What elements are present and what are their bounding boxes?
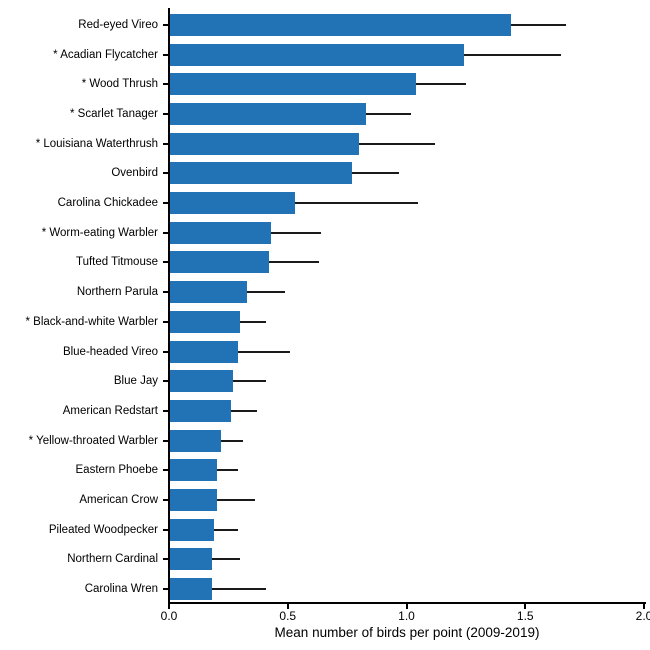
y-axis-tick (163, 409, 168, 412)
y-axis-line (168, 8, 170, 604)
error-bar (230, 409, 257, 412)
x-tick-label: 2.0 (635, 609, 650, 623)
category-label: * Wood Thrush (81, 78, 158, 91)
bar (170, 192, 295, 215)
bar (170, 132, 359, 155)
y-axis-tick (163, 231, 168, 234)
x-axis-tick (286, 604, 289, 609)
error-bar (271, 231, 321, 234)
y-axis-tick (163, 528, 168, 531)
bar (170, 429, 222, 452)
y-axis-tick (163, 469, 168, 472)
y-axis-tick (163, 291, 168, 294)
y-axis-tick (163, 558, 168, 561)
bar (170, 399, 231, 422)
error-bar (216, 499, 255, 502)
category-label: * Black-and-white Warbler (25, 315, 158, 328)
bar (170, 162, 352, 185)
y-axis-tick (163, 320, 168, 323)
category-label: Blue Jay (113, 375, 158, 388)
bar (170, 281, 248, 304)
y-axis-tick (163, 588, 168, 591)
bar (170, 221, 272, 244)
error-bar (359, 142, 435, 145)
y-axis-tick (163, 142, 168, 145)
x-tick-label: 0.5 (279, 609, 297, 623)
bar (170, 518, 215, 541)
x-axis-tick (405, 604, 408, 609)
error-bar (240, 320, 267, 323)
bar (170, 489, 217, 512)
x-axis-tick (524, 604, 527, 609)
error-bar (463, 53, 561, 56)
error-bar (247, 291, 286, 294)
bar (170, 370, 234, 393)
error-bar (511, 23, 566, 26)
y-axis-tick (163, 202, 168, 205)
error-bar (216, 469, 238, 472)
category-label: * Acadian Flycatcher (53, 48, 158, 61)
category-label: Eastern Phoebe (75, 464, 158, 477)
error-bar (221, 439, 243, 442)
category-label: American Crow (79, 494, 158, 507)
bar (170, 13, 511, 36)
category-label: Carolina Wren (84, 583, 158, 596)
bar (170, 459, 217, 482)
category-label: American Redstart (62, 404, 158, 417)
category-label: * Worm-eating Warbler (41, 226, 158, 239)
y-axis-tick (163, 499, 168, 502)
category-label: Tufted Titmouse (75, 256, 158, 269)
category-label: Ovenbird (111, 167, 158, 180)
y-axis-tick (163, 261, 168, 264)
category-label: Blue-headed Vireo (62, 345, 158, 358)
category-label: Northern Cardinal (67, 553, 158, 566)
y-axis-tick (163, 172, 168, 175)
y-axis-tick (163, 380, 168, 383)
y-axis-tick (163, 439, 168, 442)
bar (170, 43, 464, 66)
error-bar (237, 350, 291, 353)
category-label: * Scarlet Tanager (69, 107, 158, 120)
bar (170, 310, 241, 333)
bar (170, 578, 212, 601)
x-axis-title: Mean number of birds per point (2009-201… (274, 625, 540, 640)
error-bar (233, 380, 267, 383)
category-label: * Louisiana Waterthrush (35, 137, 158, 150)
error-bar (211, 558, 241, 561)
bar (170, 73, 416, 96)
y-axis-tick (163, 23, 168, 26)
error-bar (294, 202, 419, 205)
y-axis-tick (163, 53, 168, 56)
error-bar (211, 588, 267, 591)
bar (170, 548, 212, 571)
error-bar (366, 112, 412, 115)
error-bar (351, 172, 400, 175)
bar (170, 102, 367, 125)
bar (170, 251, 269, 274)
category-label: * Yellow-throated Warbler (28, 434, 158, 447)
bar (170, 340, 238, 363)
x-axis-tick (168, 604, 170, 609)
x-tick-label: 1.5 (516, 609, 534, 623)
y-axis-tick (163, 350, 168, 353)
error-bar (214, 528, 238, 531)
y-axis-tick (163, 83, 168, 86)
x-tick-label: 1.0 (398, 609, 415, 623)
category-label: Northern Parula (76, 286, 158, 299)
category-label: Carolina Chickadee (57, 197, 158, 210)
y-axis-tick (163, 112, 168, 115)
error-bar (416, 83, 466, 86)
x-axis-line (168, 602, 646, 604)
error-bar (268, 261, 319, 264)
x-axis-tick (643, 604, 645, 609)
category-label: Red-eyed Vireo (78, 18, 158, 31)
category-label: Pileated Woodpecker (48, 523, 158, 536)
x-tick-label: 0.0 (160, 609, 178, 623)
